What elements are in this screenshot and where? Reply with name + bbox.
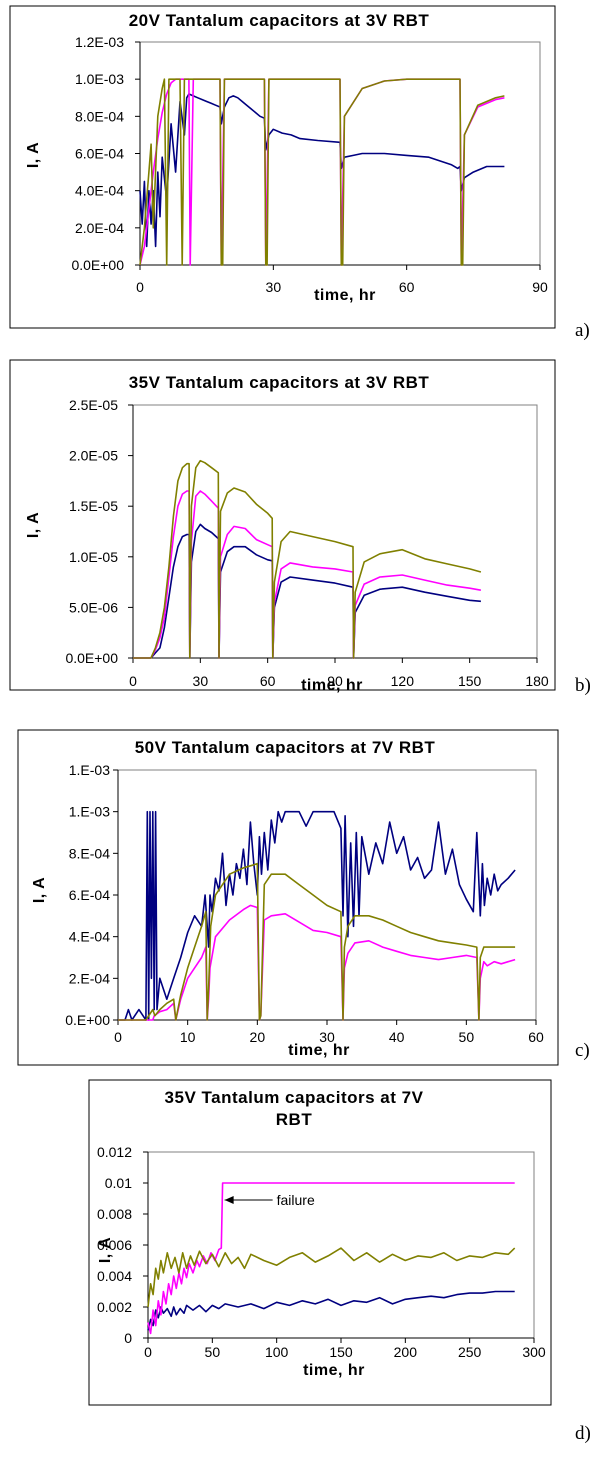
panel-label-c: c)	[575, 1040, 590, 1061]
y-tick-label: 8.0E-04	[75, 108, 124, 124]
y-axis-label: I, A	[25, 142, 42, 168]
y-tick-label: 0.0E+00	[65, 650, 118, 666]
chart-frame	[9, 5, 556, 329]
y-tick-label: 8.E-04	[69, 845, 110, 861]
chart-d: 35V Tantalum capacitors at 7V RBT time, hr…	[88, 1079, 552, 1406]
series-line-0	[118, 810, 516, 1021]
x-tick-label: 20	[250, 1029, 266, 1045]
chart-title: 50V Tantalum capacitors at 7V RBT	[135, 738, 436, 757]
chart-title-line: RBT	[276, 1110, 313, 1129]
y-axis-label: I, A	[31, 877, 48, 903]
y-tick-label: 0.006	[97, 1237, 132, 1253]
y-tick-label: 2.0E-04	[75, 220, 124, 236]
x-tick-label: 180	[525, 673, 549, 689]
chart-frame	[9, 359, 556, 691]
x-tick-label: 0	[144, 1344, 152, 1360]
chart-frame	[17, 729, 559, 1066]
series-line-0	[147, 1290, 515, 1331]
x-tick-label: 30	[193, 673, 209, 689]
panel-label-a: a)	[575, 320, 590, 341]
y-tick-label: 6.0E-04	[75, 146, 124, 162]
y-tick-label: 2.E-04	[69, 970, 110, 986]
x-tick-label: 200	[394, 1344, 418, 1360]
x-tick-label: 50	[205, 1344, 221, 1360]
x-tick-label: 40	[389, 1029, 405, 1045]
x-axis-label: time, hr	[303, 1362, 365, 1379]
series-line-2	[133, 459, 482, 659]
chart-a: 20V Tantalum capacitors at 3V RBT time, h…	[9, 5, 556, 329]
y-tick-label: 1.2E-03	[75, 34, 124, 50]
y-tick-label: 5.0E-06	[69, 599, 118, 615]
chart-frame	[88, 1079, 552, 1406]
x-tick-label: 0	[129, 673, 137, 689]
y-tick-label: 2.0E-05	[69, 448, 118, 464]
x-tick-label: 300	[522, 1344, 546, 1360]
x-tick-label: 0	[136, 279, 144, 295]
annotation-label: failure	[277, 1192, 315, 1208]
y-tick-label: 0.002	[97, 1299, 132, 1315]
y-axis-label: I, A	[25, 512, 42, 538]
y-tick-label: 6.E-04	[69, 887, 110, 903]
x-tick-label: 90	[327, 673, 343, 689]
series-line-0	[139, 93, 505, 248]
chart-title: 20V Tantalum capacitors at 3V RBT	[129, 11, 430, 30]
y-tick-label: 1.E-03	[69, 762, 110, 778]
y-tick-label: 0.0E+00	[71, 257, 124, 273]
x-tick-label: 150	[458, 673, 482, 689]
panel-label-b: b)	[575, 675, 591, 696]
x-tick-label: 30	[266, 279, 282, 295]
x-tick-label: 150	[329, 1344, 353, 1360]
y-tick-label: 1.E-03	[69, 804, 110, 820]
x-tick-label: 250	[458, 1344, 482, 1360]
y-axis-label: I, A	[97, 1237, 114, 1263]
y-tick-label: 1.0E-03	[75, 71, 124, 87]
y-tick-label: 0.01	[105, 1175, 132, 1191]
y-tick-label: 0.012	[97, 1144, 132, 1160]
chart-c: 50V Tantalum capacitors at 7V RBT time, h…	[17, 729, 559, 1066]
series-line-1	[147, 1182, 515, 1335]
chart-title: 35V Tantalum capacitors at 3V RBT	[129, 373, 430, 392]
y-tick-label: 1.5E-05	[69, 498, 118, 514]
x-tick-label: 100	[265, 1344, 289, 1360]
x-axis-label: time, hr	[288, 1042, 350, 1059]
y-tick-label: 1.0E-05	[69, 549, 118, 565]
failure-arrow-head	[224, 1196, 234, 1205]
y-tick-label: 0.008	[97, 1206, 132, 1222]
x-tick-label: 60	[399, 279, 415, 295]
y-tick-label: 4.0E-04	[75, 183, 124, 199]
chart-title-line: 35V Tantalum capacitors at 7V	[165, 1088, 424, 1107]
y-tick-label: 4.E-04	[69, 929, 110, 945]
series-line-2	[147, 1247, 516, 1308]
y-tick-label: 0.004	[97, 1268, 132, 1284]
x-tick-label: 120	[391, 673, 415, 689]
x-tick-label: 10	[180, 1029, 196, 1045]
y-tick-label: 0	[124, 1330, 132, 1346]
x-tick-label: 30	[319, 1029, 335, 1045]
panel-label-d: d)	[575, 1423, 591, 1444]
x-tick-label: 60	[260, 673, 276, 689]
chart-b: 35V Tantalum capacitors at 3V RBT time, h…	[9, 359, 556, 694]
x-tick-label: 60	[528, 1029, 544, 1045]
x-axis-label: time, hr	[301, 677, 363, 694]
series-line-2	[118, 862, 516, 1021]
series-line-2	[139, 78, 505, 266]
chart-title: 35V Tantalum capacitors at 7V RBT	[165, 1088, 424, 1129]
x-tick-label: 0	[114, 1029, 122, 1045]
y-tick-label: 2.5E-05	[69, 397, 118, 413]
x-tick-label: 90	[532, 279, 548, 295]
x-tick-label: 50	[459, 1029, 475, 1045]
x-axis-label: time, hr	[314, 287, 376, 304]
y-tick-label: 0.E+00	[65, 1012, 110, 1028]
